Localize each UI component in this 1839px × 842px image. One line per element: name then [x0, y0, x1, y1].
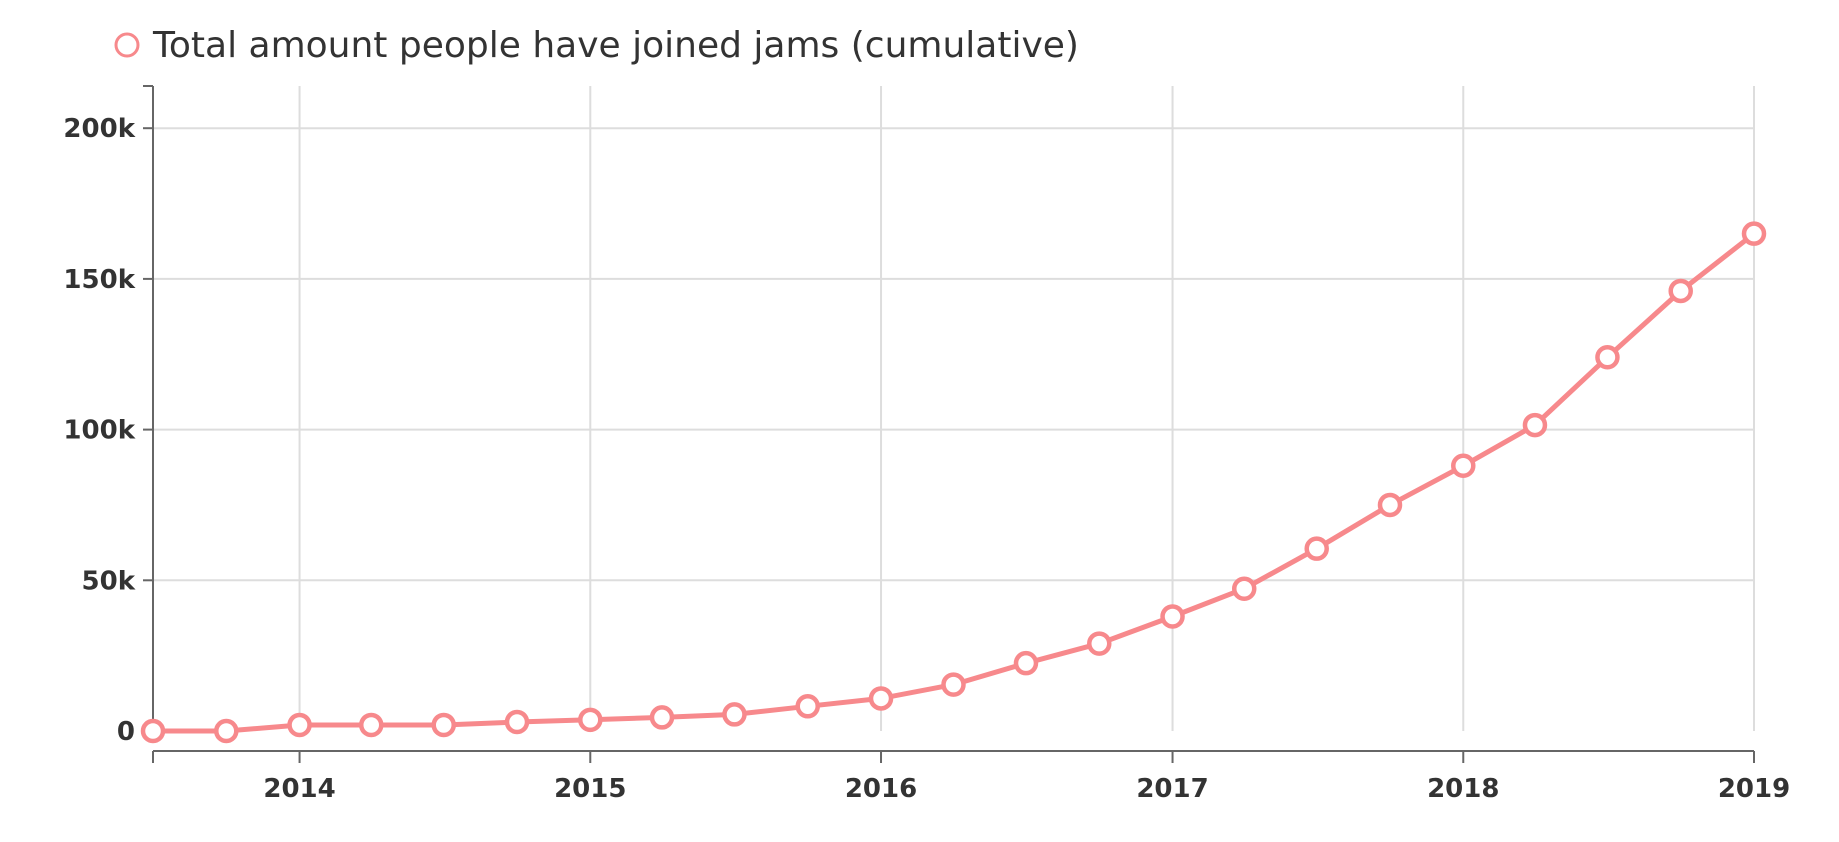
data-point[interactable]	[868, 686, 894, 711]
data-point[interactable]	[1013, 650, 1039, 676]
y-tick-label: 0	[117, 717, 135, 747]
y-tick-label: 100k	[63, 416, 135, 446]
y-tick-label: 50k	[82, 566, 136, 596]
data-point[interactable]	[358, 712, 384, 738]
x-tick-label: 2016	[845, 774, 917, 804]
data-point[interactable]	[504, 709, 530, 735]
legend-label: Total amount people have joined jams (cu…	[152, 25, 1079, 66]
data-point[interactable]	[431, 712, 456, 738]
data-point[interactable]	[578, 707, 603, 733]
data-point[interactable]	[287, 712, 312, 738]
data-point[interactable]	[649, 705, 675, 730]
y-tick-label: 200k	[63, 114, 135, 144]
x-tick-label: 2017	[1136, 774, 1208, 804]
data-point[interactable]	[1451, 453, 1476, 479]
y-tick-label: 150k	[63, 265, 135, 295]
axes: 0 50k 100k 150k 200k 2014 2015 2016 2017 2018 2019	[63, 85, 1790, 804]
x-tick-label: 2019	[1718, 774, 1790, 804]
data-point[interactable]	[214, 718, 239, 744]
x-tick-label: 2018	[1427, 774, 1499, 804]
data-point[interactable]	[722, 702, 747, 727]
data-point[interactable]	[140, 718, 166, 744]
data-point[interactable]	[1304, 536, 1329, 561]
series-line	[153, 231, 1756, 734]
legend[interactable]: Total amount people have joined jams (cu…	[114, 25, 1079, 66]
data-point[interactable]	[1231, 576, 1257, 601]
grid	[153, 86, 1755, 731]
data-point[interactable]	[795, 694, 820, 719]
data-point[interactable]	[1668, 278, 1693, 304]
data-point[interactable]	[1522, 412, 1548, 438]
data-point[interactable]	[1377, 492, 1403, 518]
data-point[interactable]	[1160, 604, 1185, 629]
x-tick-label: 2014	[263, 774, 335, 804]
data-point[interactable]	[1741, 221, 1767, 246]
data-point[interactable]	[1595, 345, 1620, 370]
legend-marker	[114, 32, 140, 58]
series	[140, 221, 1767, 744]
data-point[interactable]	[941, 672, 966, 697]
x-tick-label: 2015	[554, 774, 626, 804]
data-point[interactable]	[1087, 631, 1112, 656]
